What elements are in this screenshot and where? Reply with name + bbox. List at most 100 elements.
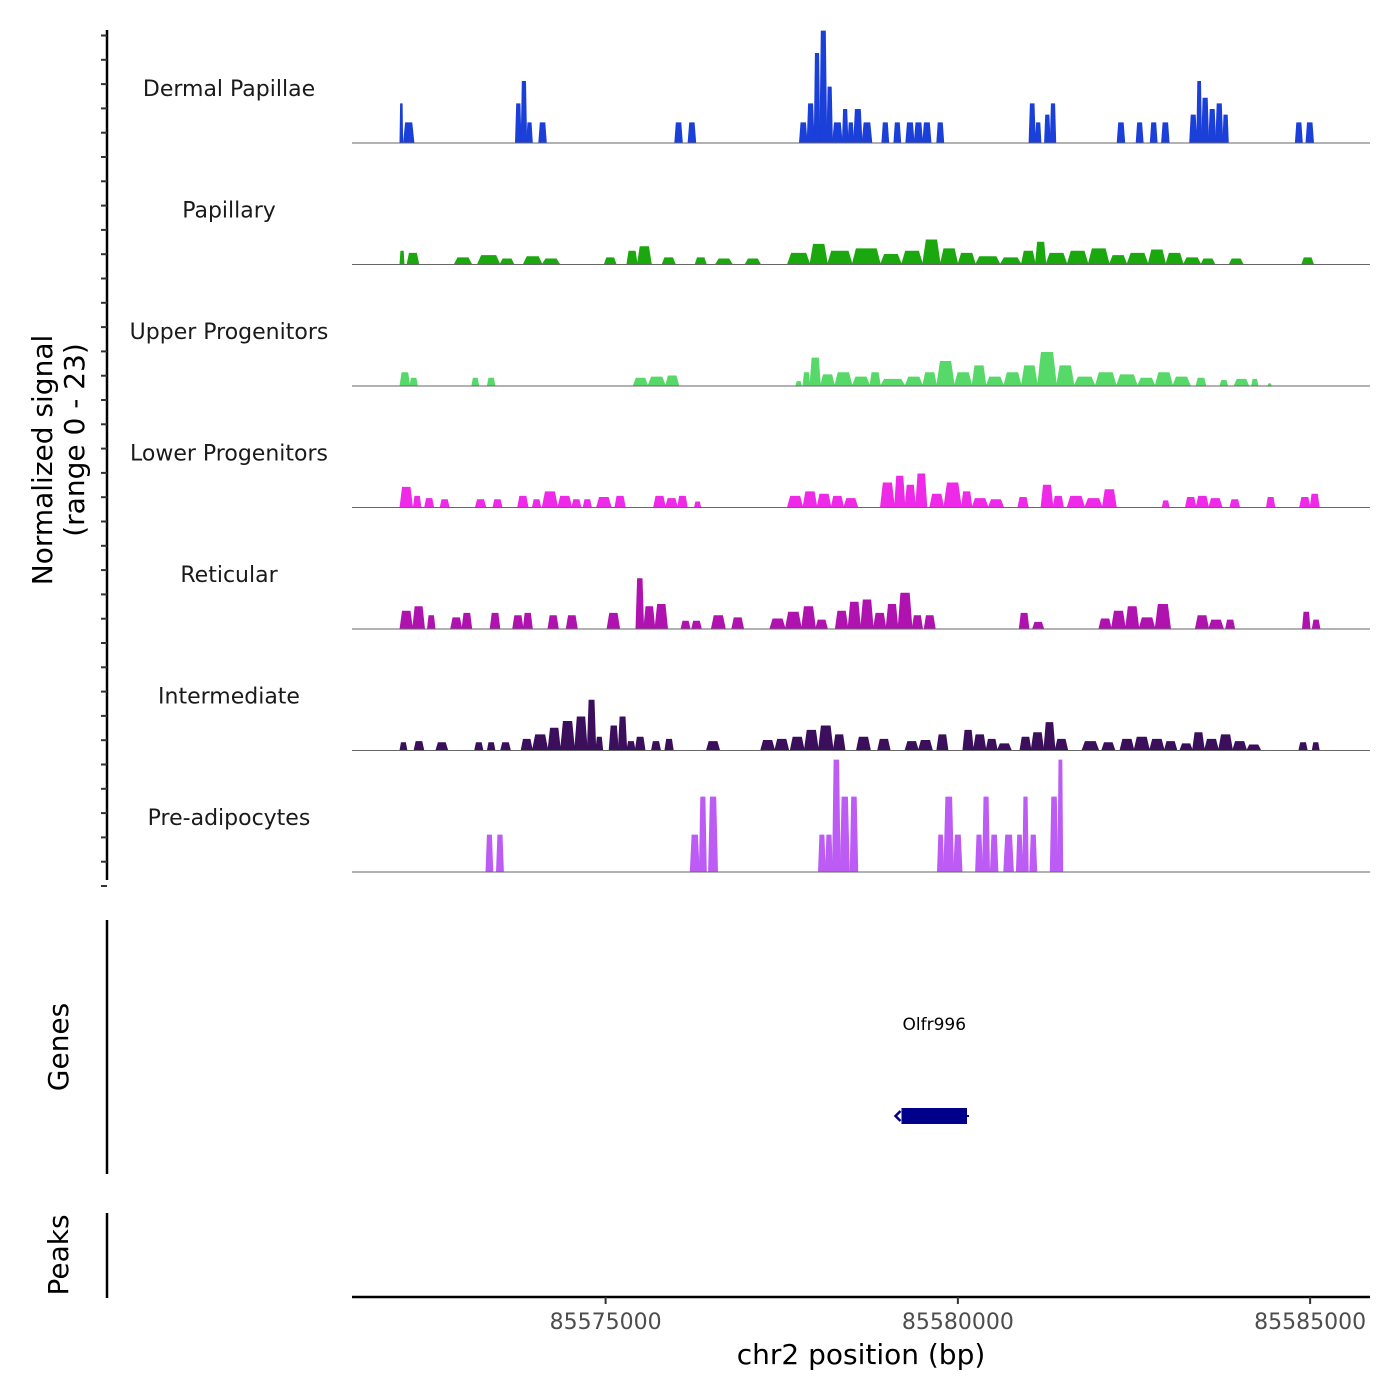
track-dermal-papillae: Dermal Papillae <box>143 30 1370 144</box>
signal-peak <box>1110 610 1126 630</box>
signal-peak <box>1087 248 1110 265</box>
signal-peak <box>985 738 998 751</box>
signal-peak <box>1125 606 1140 630</box>
signal-peak <box>1119 738 1135 751</box>
signal-peak <box>1201 97 1210 144</box>
signal-peak <box>1040 484 1054 508</box>
signal-peak <box>402 122 415 144</box>
signal-peak <box>839 796 850 873</box>
signal-peak <box>832 759 841 873</box>
track-lower-progenitors: Lower Progenitors <box>130 442 1370 508</box>
signal-peak <box>923 615 936 630</box>
signal-peak <box>689 834 700 873</box>
signal-peak <box>653 495 666 508</box>
signal-peak <box>1219 380 1229 387</box>
signal-peak <box>872 612 887 630</box>
gene-body <box>901 1108 967 1124</box>
signal-peak <box>617 716 628 751</box>
signal-peak <box>851 376 871 387</box>
signal-peak <box>974 256 1001 265</box>
signal-peak <box>574 716 588 751</box>
track-upper-progenitors: Upper Progenitors <box>130 320 1370 387</box>
signal-peak <box>826 250 853 265</box>
signal-peak <box>1200 258 1216 265</box>
signal-peak <box>832 734 846 751</box>
x-axis: 85575000 85580000 85585000 <box>550 1297 1366 1335</box>
signal-peak <box>435 742 449 751</box>
signal-peak <box>499 258 515 265</box>
signal-peak <box>1154 604 1172 630</box>
signal-peak <box>922 122 932 144</box>
signal-peak <box>843 498 859 508</box>
signal-peak <box>595 736 604 751</box>
signal-peak <box>664 738 674 751</box>
signal-peak <box>1305 122 1315 144</box>
signal-peak <box>1031 621 1045 630</box>
signal-peak <box>512 615 524 630</box>
signal-peak <box>1298 742 1308 751</box>
signal-peak <box>731 617 745 630</box>
signal-peak <box>412 495 422 508</box>
signal-peak <box>1246 744 1262 751</box>
y-axis-title-line2: (range 0 - 23) <box>58 343 91 537</box>
signal-peak <box>1116 122 1126 144</box>
signal-peak <box>1299 497 1311 508</box>
signal-peak <box>1225 619 1236 630</box>
signal-peak <box>608 725 619 751</box>
signal-peak <box>929 493 945 508</box>
signal-peak <box>517 495 529 508</box>
signal-axis <box>101 30 109 887</box>
signal-peak <box>495 834 504 873</box>
track-label: Intermediate <box>158 685 300 710</box>
signal-peak <box>565 615 578 630</box>
signal-peak <box>897 592 913 630</box>
signal-peak <box>632 377 649 387</box>
signal-peak <box>1208 109 1217 144</box>
signal-peak <box>861 122 873 144</box>
signal-peak <box>1030 732 1045 751</box>
signal-peak <box>647 376 667 387</box>
coverage-tracks: Dermal Papillae Papillary Upper Progenitor… <box>130 30 1370 873</box>
signal-peak <box>1232 741 1248 751</box>
signal-peak <box>526 122 533 144</box>
signal-peak <box>406 252 420 265</box>
signal-peak <box>635 578 645 630</box>
signal-peak <box>1049 103 1057 144</box>
track-label: Pre-adipocytes <box>148 806 311 831</box>
signal-peak <box>614 495 626 508</box>
signal-peak <box>474 499 487 508</box>
signal-peak <box>486 742 496 751</box>
signal-peak <box>606 612 621 630</box>
signal-peak <box>1066 250 1089 265</box>
signal-peak <box>1057 759 1064 873</box>
signal-peak <box>879 378 906 387</box>
signal-peak <box>849 796 859 873</box>
signal-peak <box>514 103 522 144</box>
signal-peak <box>1138 617 1156 630</box>
y-axis-title-line1: Normalized signal <box>26 335 59 586</box>
signal-peak <box>1161 500 1170 508</box>
signal-peak <box>1101 742 1116 751</box>
signal-peak <box>1233 378 1250 387</box>
signal-peak <box>626 741 636 751</box>
signal-peak <box>531 499 542 508</box>
signal-peak <box>547 615 559 630</box>
gene-label: Olfr996 <box>903 1015 967 1035</box>
signal-peak <box>522 256 543 265</box>
signal-peak <box>489 612 501 630</box>
signal-peak <box>917 740 934 751</box>
signal-peak <box>409 377 418 387</box>
signal-peak <box>1161 122 1170 144</box>
track-papillary: Papillary <box>182 199 1370 265</box>
signal-peak <box>893 122 902 144</box>
signal-peak <box>1003 372 1022 387</box>
signal-peak <box>1182 257 1202 265</box>
signal-peak <box>760 740 776 751</box>
signal-peak <box>936 361 955 387</box>
signal-peak <box>953 372 973 387</box>
signal-peak <box>654 604 669 630</box>
signal-peak <box>1056 365 1075 387</box>
signal-peak <box>1228 258 1244 265</box>
x-tick-label: 85585000 <box>1254 1310 1366 1335</box>
signal-peak <box>1019 736 1032 751</box>
